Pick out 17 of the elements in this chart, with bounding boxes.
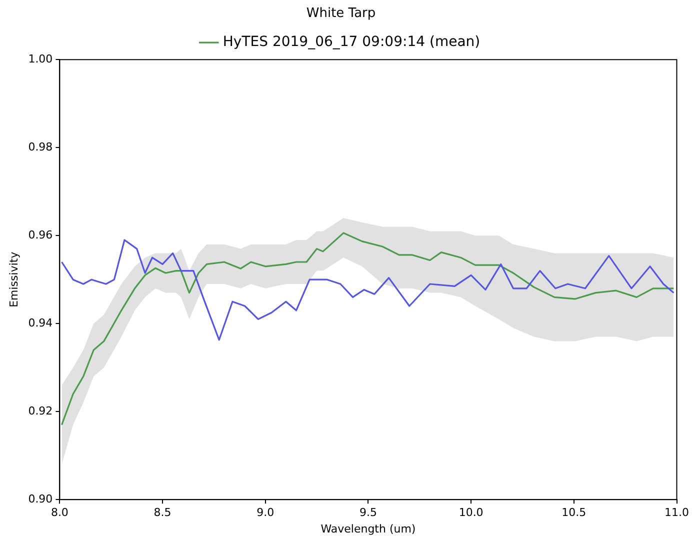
x-tick-label: 8.5 bbox=[154, 506, 172, 520]
y-tick-label: 0.98 bbox=[28, 140, 53, 154]
x-tick-label: 10.0 bbox=[458, 506, 484, 520]
y-tick-label: 1.00 bbox=[28, 52, 53, 66]
x-tick-label: 8.0 bbox=[50, 506, 68, 520]
y-tick-label: 0.90 bbox=[28, 492, 53, 506]
legend-label: HyTES 2019_06_17 09:09:14 (mean) bbox=[222, 34, 480, 50]
x-tick-label: 10.5 bbox=[562, 506, 586, 520]
x-axis-title: Wavelength (um) bbox=[320, 522, 416, 536]
y-tick-label: 0.92 bbox=[28, 404, 53, 418]
x-tick-label: 11.0 bbox=[664, 506, 690, 520]
chart-title: White Tarp bbox=[306, 6, 376, 22]
y-axis-title: Emissivity bbox=[7, 251, 20, 308]
y-tick-label: 0.96 bbox=[28, 228, 53, 242]
x-tick-label: 9.5 bbox=[359, 506, 377, 520]
y-tick-label: 0.94 bbox=[28, 316, 53, 330]
x-tick-label: 9.0 bbox=[256, 506, 274, 520]
